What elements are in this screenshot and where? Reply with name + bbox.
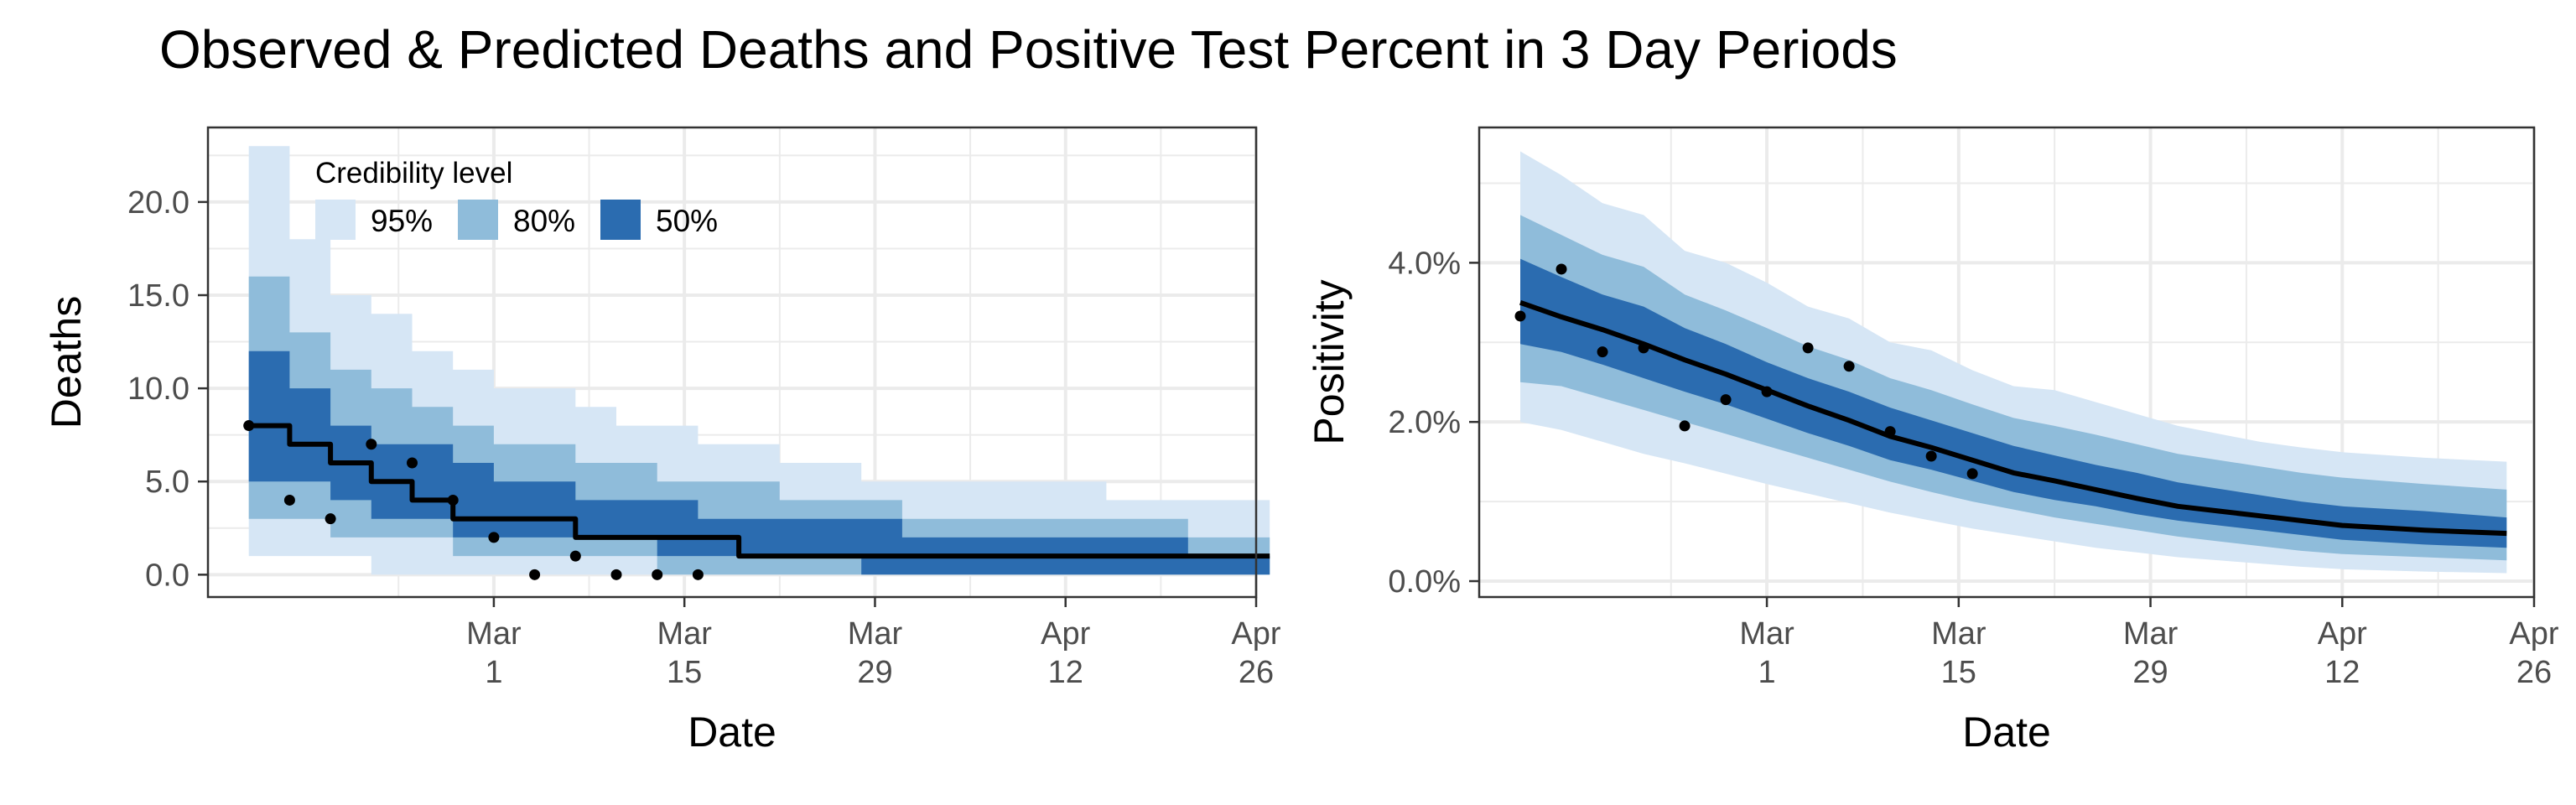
observed-point [1679,420,1690,432]
x-tick-label-day: 15 [1941,655,1976,690]
observed-point [1555,263,1567,275]
median-line [1519,299,2507,537]
y-tick-label: 5.0 [145,465,190,500]
x-tick-label-day: 15 [667,655,702,690]
y-tick-label: 20.0 [127,185,190,221]
deaths-panel: Mar1Mar15Mar29Apr12Apr260.05.010.015.020… [43,126,1281,756]
y-tick-label: 2.0% [1388,405,1461,440]
observed-point [652,569,663,580]
observed-point [407,457,418,469]
observed-point [1761,386,1773,397]
observed-point [1720,394,1732,406]
observed-point [1638,342,1649,354]
credibility-legend: Credibility level 95% 80% 50% [315,157,718,240]
x-tick-label-month: Mar [2123,616,2179,652]
observed-point [283,494,295,506]
legend-key-80pct [458,200,498,240]
observed-point [1514,310,1526,322]
median-line [248,423,1270,559]
legend-label: 80% [513,204,575,238]
observed-point [529,569,541,580]
observed-point [366,439,377,450]
panel-border [206,126,1258,599]
legend-key-95pct [315,200,356,240]
observed-point [1925,450,1937,462]
x-tick-label-month: Apr [1231,616,1280,652]
x-tick-label-month: Apr [1041,616,1090,652]
x-tick-label-day: 26 [2516,655,2552,690]
observed-point [1966,468,1978,480]
x-tick-label-day: 1 [1758,655,1776,690]
legend-label: 95% [371,204,433,238]
observed-point [1884,426,1896,438]
observed-point [243,420,255,432]
y-tick-label: 4.0% [1388,246,1461,281]
panel-border [1478,126,2536,599]
x-tick-label-month: Mar [848,616,903,652]
x-tick-label-day: 26 [1239,655,1274,690]
x-tick-label-month: Mar [657,616,712,652]
observed-point [1843,361,1855,372]
observed-point [488,532,500,543]
x-axis-title: Date [688,709,776,756]
y-tick-label: 0.0% [1388,564,1461,600]
x-tick-label-day: 12 [1048,655,1083,690]
y-tick-label: 10.0 [127,371,190,407]
x-tick-label-month: Apr [2318,616,2367,652]
y-axis-title: Deaths [43,296,90,428]
observed-point [610,569,622,580]
x-tick-label-day: 29 [2132,655,2168,690]
observed-point [447,494,459,506]
band-80 [1520,215,2507,561]
y-axis-title: Positivity [1306,279,1353,444]
x-tick-label-day: 1 [485,655,502,690]
legend-key-50pct [600,200,641,240]
x-tick-label-month: Mar [466,616,522,652]
x-axis-title: Date [1962,709,2051,756]
band-50 [1520,258,2507,548]
x-tick-label-day: 29 [857,655,892,690]
legend-label: 50% [656,204,718,238]
observed-point [569,550,581,562]
observed-point [1597,346,1608,358]
observed-point [692,569,704,580]
x-tick-label-month: Mar [1739,616,1794,652]
x-tick-label-day: 12 [2324,655,2360,690]
positivity-panel: Mar1Mar15Mar29Apr12Apr260.0%2.0%4.0%Date… [1306,126,2559,756]
legend-title: Credibility level [315,157,512,190]
x-tick-label-month: Mar [1931,616,1987,652]
y-tick-label: 15.0 [127,278,190,314]
observed-point [325,513,336,525]
chart-title: Observed & Predicted Deaths and Positive… [159,19,1898,80]
observed-point [1802,342,1814,354]
x-tick-label-month: Apr [2509,616,2558,652]
y-tick-label: 0.0 [145,558,190,593]
